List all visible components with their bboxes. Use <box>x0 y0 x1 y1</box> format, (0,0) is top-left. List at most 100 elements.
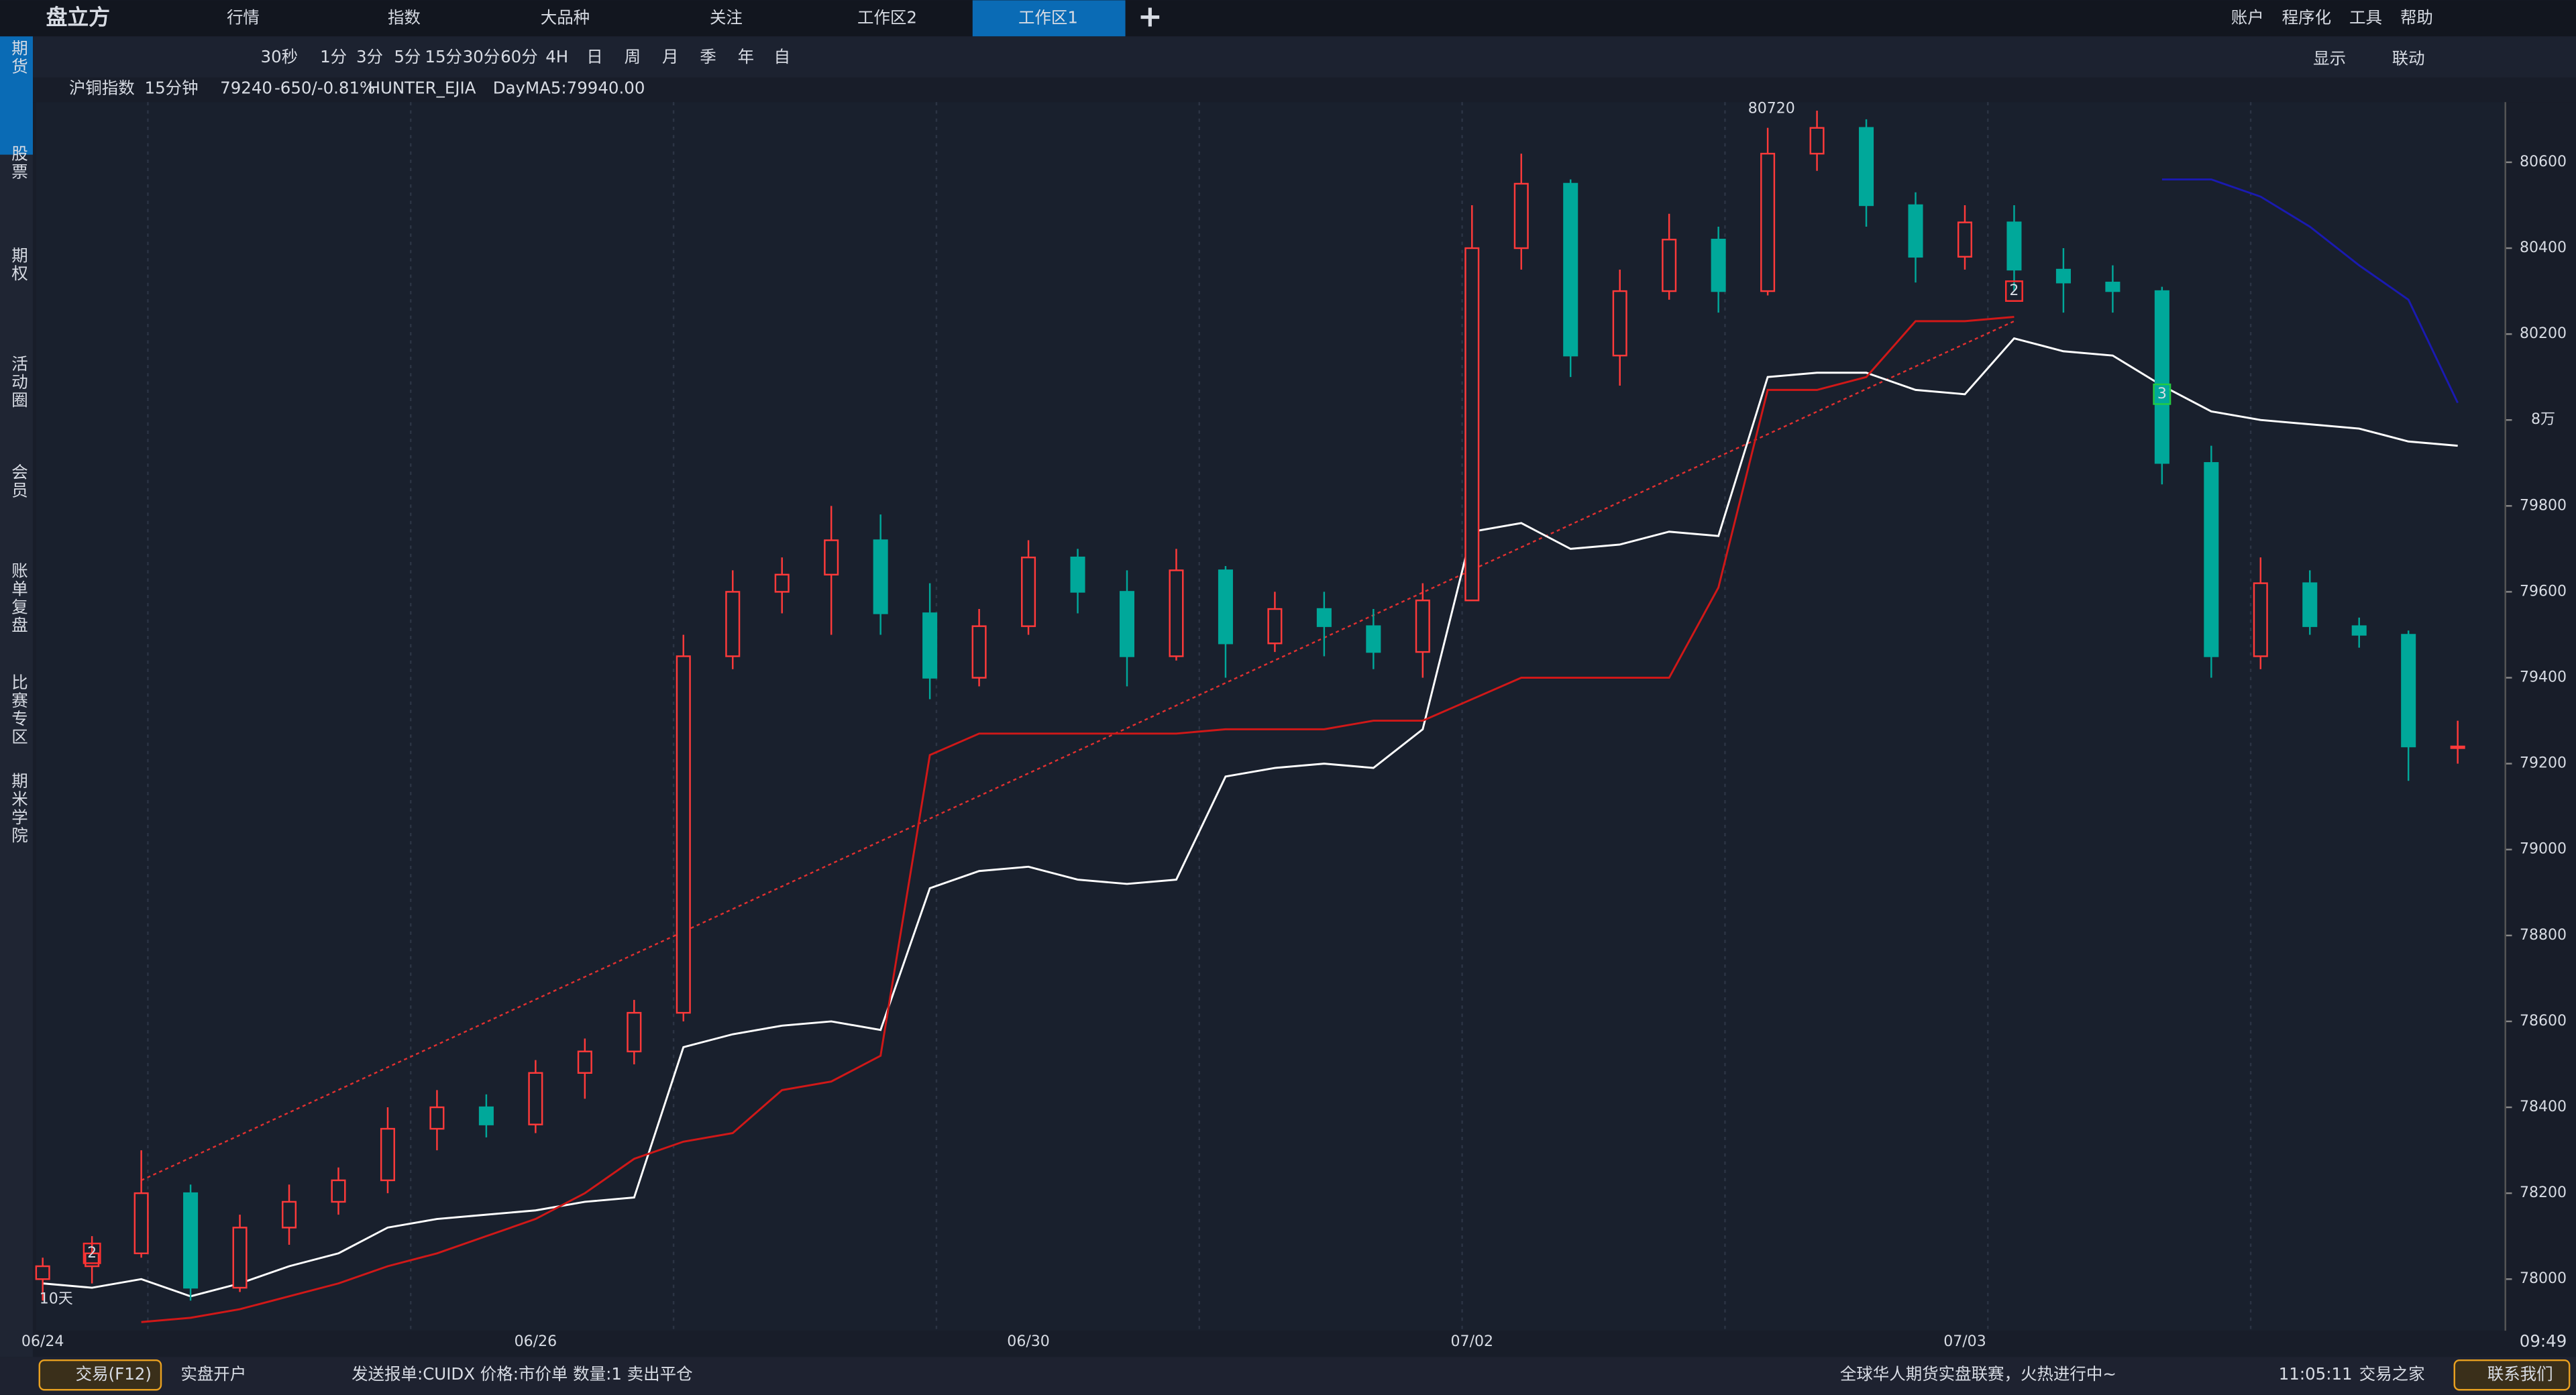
x-tick-label: 06/26 <box>515 1333 557 1350</box>
period-button[interactable]: 15分 <box>425 47 462 66</box>
tab[interactable]: 工作区2 <box>857 7 917 27</box>
info-bar <box>0 77 2576 103</box>
y-tick-label: 78600 <box>2520 1013 2567 1029</box>
candle-body <box>429 1106 445 1130</box>
y-tick-label: 79000 <box>2520 841 2567 858</box>
change: -650/-0.81% <box>274 78 375 98</box>
candle-body <box>2401 634 2416 748</box>
candle-body <box>1957 221 1973 258</box>
menu-item[interactable]: 工具 <box>2349 7 2382 27</box>
home[interactable]: 交易之家 <box>2359 1364 2425 1384</box>
candle-body <box>1415 600 1430 653</box>
period-button[interactable]: 周 <box>625 47 641 66</box>
toolbar <box>0 36 2576 78</box>
period-button[interactable]: 年 <box>738 47 754 66</box>
signal-label: 3 <box>2157 386 2167 402</box>
contact[interactable]: 联系我们 <box>2487 1364 2553 1384</box>
sidebar-item[interactable]: 比赛专区 <box>9 673 29 746</box>
sidebar-item[interactable]: 股票 <box>9 145 29 181</box>
indicator-line <box>2161 178 2459 404</box>
contact-button[interactable] <box>2453 1359 2571 1391</box>
candle-body <box>774 573 790 593</box>
candle-body <box>183 1192 199 1289</box>
candle-body <box>331 1179 346 1203</box>
logo: 盘立方 <box>46 4 111 30</box>
y-tick-label: 80600 <box>2520 154 2567 170</box>
period-button[interactable]: 1分 <box>320 47 347 66</box>
indicator: HUNTER_EJIA <box>368 78 476 98</box>
candle-body <box>2351 625 2367 636</box>
indicator-line <box>141 316 2015 1323</box>
period-button[interactable]: 月 <box>662 47 678 66</box>
period-button[interactable]: 日 <box>586 47 602 66</box>
candle-body <box>528 1072 543 1125</box>
candle-body <box>1662 238 1677 292</box>
candle-body <box>1267 608 1283 645</box>
candle-body <box>1070 556 1085 593</box>
display-menu[interactable]: 显示 <box>2313 49 2346 68</box>
open-account[interactable]: 实盘开户 <box>180 1364 246 1384</box>
add-tab[interactable]: + <box>1138 0 1163 34</box>
time-label: 09:49 <box>2520 1331 2567 1351</box>
x-tick-label: 06/24 <box>21 1333 64 1350</box>
candle-body <box>2204 462 2219 657</box>
period-button[interactable]: 季 <box>700 47 716 66</box>
period-button[interactable]: 60分 <box>500 47 538 66</box>
candle-body <box>35 1265 50 1280</box>
tab[interactable]: 指数 <box>388 7 421 27</box>
candle-body <box>133 1192 149 1255</box>
candle-body <box>2302 582 2318 627</box>
sidebar-item[interactable]: 期权 <box>9 247 29 283</box>
title-bar <box>0 0 2576 37</box>
link-menu[interactable]: 联动 <box>2392 49 2425 68</box>
candle-body <box>577 1050 592 1074</box>
period-button[interactable]: 30秒 <box>261 47 299 66</box>
symbol: 沪铜指数 <box>69 78 135 98</box>
period-button[interactable]: 30分 <box>463 47 500 66</box>
candle-body <box>478 1106 494 1125</box>
menu-item[interactable]: 账户 <box>2231 7 2264 27</box>
sidebar-item[interactable]: 会员 <box>9 463 29 500</box>
trade[interactable]: 交易(F12) <box>76 1364 152 1384</box>
sidebar-item[interactable]: 账单复盘 <box>9 562 29 634</box>
menu-item[interactable]: 帮助 <box>2400 7 2433 27</box>
tab[interactable]: 大品种 <box>541 7 590 27</box>
candle-body <box>1809 127 1825 155</box>
promo[interactable]: 全球华人期货实盘联赛，火热进行中~ <box>1840 1364 2116 1384</box>
candle-body <box>380 1127 395 1182</box>
candle-body <box>725 591 741 657</box>
active-tab-bg <box>972 0 1126 37</box>
y-tick-label: 78800 <box>2520 927 2567 944</box>
plot-area <box>36 102 2506 1331</box>
period-button[interactable]: 3分 <box>356 47 383 66</box>
candle-body <box>971 625 987 679</box>
period-button[interactable]: 5分 <box>394 47 421 66</box>
sidebar-item[interactable]: 活动圈 <box>9 355 29 409</box>
tab[interactable]: 关注 <box>710 7 743 27</box>
y-tick-label: 78000 <box>2520 1270 2567 1287</box>
candle-body <box>1021 556 1036 627</box>
tab[interactable]: 工作区1 <box>1018 7 1078 27</box>
annotation: 80720 <box>1748 101 1795 117</box>
menu-item[interactable]: 程序化 <box>2282 7 2331 27</box>
candle-body <box>282 1201 297 1229</box>
candle-body <box>1316 608 1332 627</box>
candle-body <box>1859 127 1874 207</box>
y-tick-label: 79200 <box>2520 755 2567 772</box>
sidebar-item[interactable]: 期米学院 <box>9 772 29 844</box>
y-tick-label: 78400 <box>2520 1099 2567 1115</box>
tab[interactable]: 行情 <box>227 7 260 27</box>
y-tick-label: 8万 <box>2531 411 2555 428</box>
signal-marker <box>83 1242 101 1264</box>
sidebar <box>0 36 33 1357</box>
ma: DayMA5:79940.00 <box>493 78 645 98</box>
signal-label: 2 <box>2009 282 2019 299</box>
trade-button[interactable] <box>38 1359 162 1391</box>
period-button[interactable]: 4H <box>545 47 568 66</box>
clock: 11:05:11 <box>2279 1364 2353 1384</box>
period-button[interactable]: 自 <box>773 47 790 66</box>
candle-body <box>1908 204 1923 258</box>
candle-body <box>1563 182 1578 357</box>
sidebar-item[interactable]: 期货 <box>9 40 29 76</box>
candle-body <box>1612 290 1627 357</box>
